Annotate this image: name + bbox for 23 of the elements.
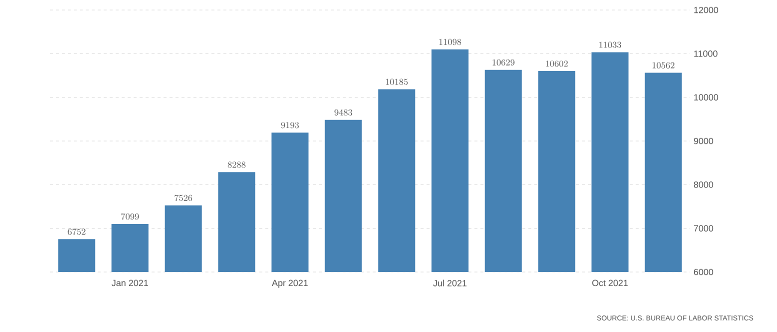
y-tick-label: 9000 xyxy=(694,138,714,144)
data-label: 10562 xyxy=(652,62,674,68)
data-label: 8288 xyxy=(228,162,246,168)
data-label: 7099 xyxy=(121,213,139,220)
x-tick-label: Oct 2021 xyxy=(592,280,628,286)
data-label: 9483 xyxy=(334,109,352,116)
data-label: 6752 xyxy=(68,228,86,235)
data-label: 11098 xyxy=(439,38,462,46)
data-label: 11033 xyxy=(599,42,622,48)
data-label: 9193 xyxy=(281,122,299,128)
data-label: 10185 xyxy=(386,78,408,85)
y-tick-label: 10000 xyxy=(694,94,718,101)
y-tick-label: 11000 xyxy=(694,50,718,57)
x-tick-label: Apr 2021 xyxy=(272,280,308,288)
data-label: 10629 xyxy=(492,59,514,66)
data-label: 7526 xyxy=(174,194,192,202)
data-label: 10602 xyxy=(546,60,568,67)
y-tick-label: 12000 xyxy=(694,6,718,14)
y-tick-label: 6000 xyxy=(694,268,714,276)
x-tick-label: Jan 2021 xyxy=(112,280,148,286)
y-tick-label: 7000 xyxy=(694,225,714,232)
x-tick-label: Jul 2021 xyxy=(433,280,466,286)
y-tick-label: 8000 xyxy=(694,181,714,188)
